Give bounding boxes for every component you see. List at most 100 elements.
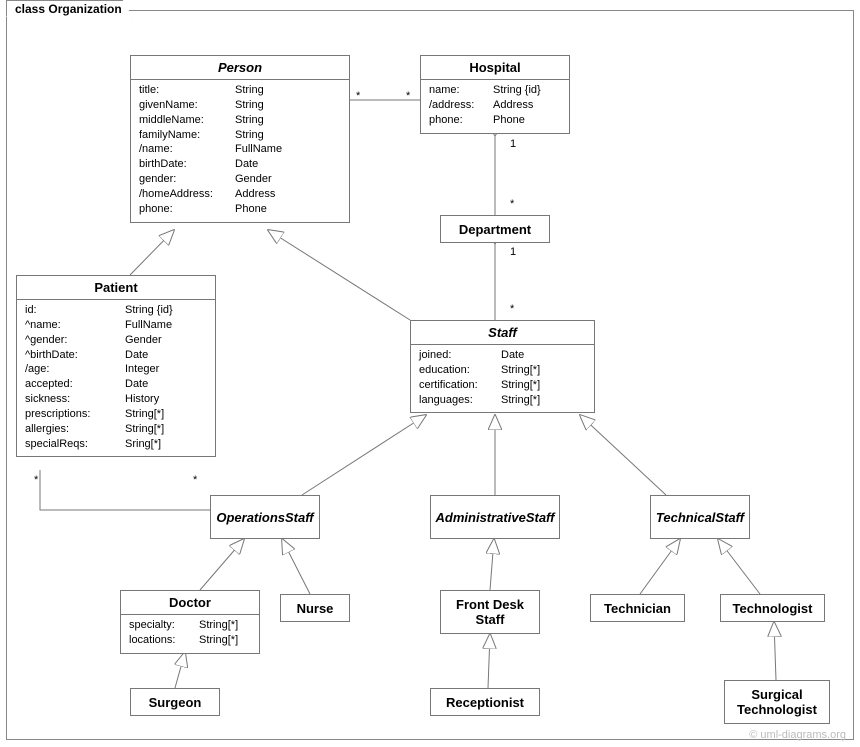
attribute-row: givenName:String (139, 98, 341, 113)
attribute-type: String (235, 98, 264, 113)
diagram-canvas: class Organization (0, 0, 860, 747)
class-technical_staff: TechnicalStaff (650, 495, 750, 539)
class-administrative_staff: AdministrativeStaff (430, 495, 560, 539)
class-title: Doctor (121, 591, 259, 615)
attribute-row: phone:Phone (429, 113, 561, 128)
attribute-name: phone: (429, 113, 493, 128)
class-doctor: Doctorspecialty:String[*]locations:Strin… (120, 590, 260, 654)
attribute-type: String {id} (493, 83, 541, 98)
class-title: Department (441, 216, 549, 242)
attribute-type: FullName (125, 318, 172, 333)
attribute-name: /homeAddress: (139, 187, 235, 202)
attribute-type: String[*] (125, 407, 164, 422)
attribute-type: FullName (235, 142, 282, 157)
attribute-name: familyName: (139, 128, 235, 143)
attribute-name: specialty: (129, 618, 199, 633)
attribute-type: Sring[*] (125, 437, 161, 452)
multiplicity-label: * (34, 474, 38, 486)
attribute-name: certification: (419, 378, 501, 393)
class-title: Front DeskStaff (441, 591, 539, 633)
attribute-row: specialReqs:Sring[*] (25, 437, 207, 452)
class-staff: Staffjoined:Dateeducation:String[*]certi… (410, 320, 595, 413)
attribute-row: title:String (139, 83, 341, 98)
multiplicity-label: * (510, 303, 514, 315)
attribute-type: String[*] (501, 378, 540, 393)
attribute-type: String (235, 113, 264, 128)
class-nurse: Nurse (280, 594, 350, 622)
attribute-name: phone: (139, 202, 235, 217)
class-operations_staff: OperationsStaff (210, 495, 320, 539)
attribute-row: education:String[*] (419, 363, 586, 378)
class-title: Patient (17, 276, 215, 300)
attribute-row: prescriptions:String[*] (25, 407, 207, 422)
class-title: Staff (411, 321, 594, 345)
attribute-name: /age: (25, 362, 125, 377)
multiplicity-label: * (406, 90, 410, 102)
attribute-row: /address:Address (429, 98, 561, 113)
attribute-name: /name: (139, 142, 235, 157)
attribute-type: String (235, 83, 264, 98)
attribute-row: ^name:FullName (25, 318, 207, 333)
class-title: Technologist (721, 595, 824, 621)
attribute-row: certification:String[*] (419, 378, 586, 393)
attribute-type: String[*] (125, 422, 164, 437)
class-title: OperationsStaff (211, 496, 319, 538)
class-attributes: specialty:String[*]locations:String[*] (121, 615, 259, 653)
class-title: Nurse (281, 595, 349, 621)
attribute-type: Date (125, 348, 148, 363)
attribute-type: Address (493, 98, 533, 113)
attribute-type: String[*] (501, 393, 540, 408)
attribute-row: /age:Integer (25, 362, 207, 377)
attribute-type: Date (235, 157, 258, 172)
attribute-type: Integer (125, 362, 159, 377)
attribute-row: locations:String[*] (129, 633, 251, 648)
class-title: Surgeon (131, 689, 219, 715)
attribute-row: familyName:String (139, 128, 341, 143)
attribute-name: gender: (139, 172, 235, 187)
attribute-name: languages: (419, 393, 501, 408)
attribute-type: String (235, 128, 264, 143)
attribute-name: birthDate: (139, 157, 235, 172)
class-title: SurgicalTechnologist (725, 681, 829, 723)
attribute-row: middleName:String (139, 113, 341, 128)
attribute-row: sickness:History (25, 392, 207, 407)
class-person: Persontitle:StringgivenName:Stringmiddle… (130, 55, 350, 223)
attribute-row: ^birthDate:Date (25, 348, 207, 363)
attribute-name: title: (139, 83, 235, 98)
attribute-name: ^name: (25, 318, 125, 333)
attribute-type: String {id} (125, 303, 173, 318)
multiplicity-label: 1 (510, 138, 516, 150)
attribute-type: Gender (125, 333, 162, 348)
attribute-type: Phone (493, 113, 525, 128)
multiplicity-label: * (510, 198, 514, 210)
attribute-row: phone:Phone (139, 202, 341, 217)
attribute-type: Address (235, 187, 275, 202)
class-front_desk_staff: Front DeskStaff (440, 590, 540, 634)
multiplicity-label: * (356, 90, 360, 102)
attribute-row: languages:String[*] (419, 393, 586, 408)
class-department: Department (440, 215, 550, 243)
attribute-row: /name:FullName (139, 142, 341, 157)
class-technician: Technician (590, 594, 685, 622)
class-surgeon: Surgeon (130, 688, 220, 716)
package-frame-title: class Organization (6, 0, 133, 17)
attribute-name: ^birthDate: (25, 348, 125, 363)
class-attributes: title:StringgivenName:StringmiddleName:S… (131, 80, 349, 222)
class-attributes: name:String {id}/address:Addressphone:Ph… (421, 80, 569, 133)
class-title: AdministrativeStaff (431, 496, 559, 538)
attribute-type: Date (125, 377, 148, 392)
class-patient: Patientid:String {id}^name:FullName^gend… (16, 275, 216, 457)
attribute-name: sickness: (25, 392, 125, 407)
attribute-name: prescriptions: (25, 407, 125, 422)
class-attributes: id:String {id}^name:FullName^gender:Gend… (17, 300, 215, 456)
attribute-row: ^gender:Gender (25, 333, 207, 348)
class-hospital: Hospitalname:String {id}/address:Address… (420, 55, 570, 134)
attribute-type: String[*] (199, 633, 238, 648)
attribute-name: specialReqs: (25, 437, 125, 452)
attribute-name: middleName: (139, 113, 235, 128)
attribute-name: name: (429, 83, 493, 98)
attribute-name: id: (25, 303, 125, 318)
attribute-type: Gender (235, 172, 272, 187)
attribute-type: String[*] (501, 363, 540, 378)
class-title: Technician (591, 595, 684, 621)
